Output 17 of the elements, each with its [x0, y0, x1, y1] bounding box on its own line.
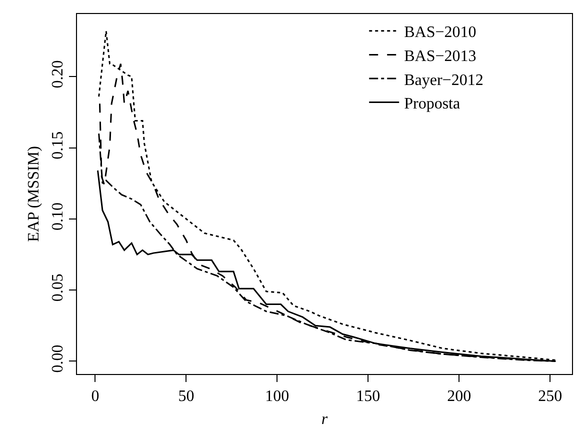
y-tick-label: 0.00: [50, 344, 67, 373]
x-axis-title: r: [321, 410, 328, 428]
x-tick-label: 0: [91, 388, 100, 406]
y-tick-label: 0.20: [50, 60, 67, 88]
legend-label: BAS−2013: [404, 48, 476, 65]
x-tick-label: 200: [447, 388, 472, 406]
y-axis-title: EAP (MSSIM): [26, 146, 42, 242]
x-tick-label: 150: [356, 388, 380, 406]
legend-label: Bayer−2012: [404, 72, 484, 89]
legend-label: BAS−2010: [404, 24, 476, 42]
x-tick-label: 100: [265, 388, 290, 406]
y-tick-label: 0.10: [50, 202, 67, 230]
x-tick-label: 50: [178, 388, 194, 406]
y-tick-label: 0.15: [50, 131, 67, 160]
x-tick-label: 250: [538, 388, 562, 406]
y-tick-label: 0.05: [50, 274, 67, 302]
legend-label: Proposta: [404, 96, 460, 113]
